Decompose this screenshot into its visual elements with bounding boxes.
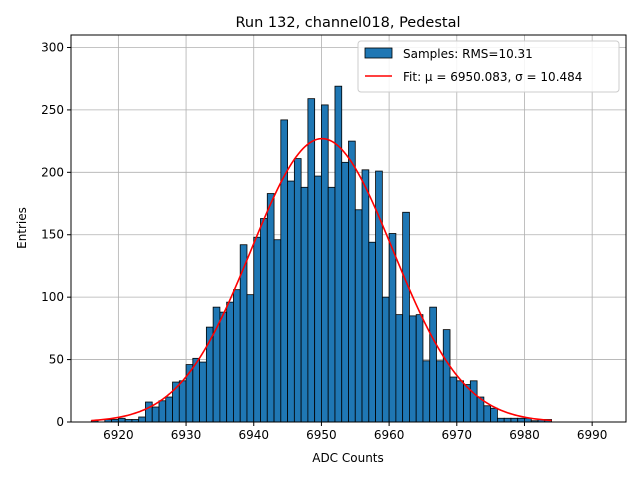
histogram-bar	[409, 315, 417, 423]
histogram-bar	[253, 236, 261, 423]
histogram-bar	[165, 396, 173, 423]
histogram-bar	[375, 170, 383, 423]
legend: Samples: RMS=10.31 Fit: μ = 6950.083, σ …	[357, 40, 620, 93]
histogram-bar	[145, 401, 153, 423]
y-tick-label: 250	[41, 103, 64, 117]
histogram-bar	[273, 239, 282, 423]
histogram-bar	[300, 186, 309, 423]
histogram-bar	[517, 417, 525, 423]
histogram-bar	[402, 211, 410, 423]
histogram-bar	[368, 241, 376, 423]
y-tick-label: 100	[41, 290, 64, 304]
x-tick-label: 6920	[103, 428, 134, 442]
histogram-bar	[503, 417, 512, 423]
histogram-bar	[138, 416, 146, 423]
histogram-bar	[314, 175, 322, 423]
histogram-bar	[233, 289, 241, 423]
histogram-bar	[117, 417, 126, 423]
histogram-bar	[422, 360, 431, 423]
x-tick-label: 6970	[442, 428, 473, 442]
histogram-bar	[490, 407, 498, 423]
plot-frame	[70, 34, 627, 423]
histogram-bar	[280, 119, 288, 423]
histogram-bar	[436, 360, 444, 423]
histogram-bar	[260, 218, 268, 423]
x-axis-ticks: 6920 6930 6940 6950 6960 6970 6980 6990	[103, 422, 607, 442]
y-tick-label: 50	[49, 353, 64, 367]
histogram-bar	[341, 161, 349, 423]
histogram-bar	[246, 294, 255, 423]
histogram-bar	[442, 329, 451, 423]
histogram-bar	[327, 186, 336, 423]
legend-samples-label: Samples: RMS=10.31	[403, 47, 533, 61]
histogram-bar	[293, 158, 302, 423]
histogram-bar	[497, 417, 505, 423]
histogram-bar	[395, 314, 404, 423]
y-axis-ticks: 0 50 100 150 200 250 300	[41, 40, 71, 429]
histogram-bar	[415, 314, 424, 423]
x-tick-label: 6940	[238, 428, 269, 442]
y-tick-label: 300	[41, 40, 64, 54]
x-axis-label: ADC Counts	[312, 451, 384, 465]
histogram-bar	[469, 380, 478, 423]
histogram-bar	[354, 209, 363, 423]
histogram-bar	[449, 376, 458, 423]
gaussian-fit-curve	[91, 137, 552, 422]
histogram-bar	[287, 180, 295, 423]
histogram-bar	[388, 233, 397, 423]
histogram-bar	[266, 193, 275, 423]
legend-box	[357, 40, 620, 93]
histogram-bar	[348, 140, 356, 423]
chart-title: Run 132, channel018, Pedestal	[235, 15, 460, 31]
x-tick-label: 6930	[171, 428, 202, 442]
histogram-bar	[361, 169, 370, 423]
histogram-bar	[226, 301, 234, 423]
histogram-bar	[178, 380, 187, 423]
histogram-bar	[510, 417, 519, 423]
histogram-bar	[219, 311, 228, 423]
y-tick-label: 0	[56, 415, 64, 429]
y-tick-label: 200	[41, 165, 64, 179]
histogram-bar	[429, 306, 437, 423]
histogram-bar	[307, 98, 316, 423]
histogram-bar	[199, 361, 207, 423]
legend-fit-label: Fit: μ = 6950.083, σ = 10.484	[403, 70, 582, 84]
histogram-bar	[381, 296, 390, 423]
histogram-bar	[483, 405, 492, 423]
histogram-bar	[192, 357, 200, 423]
y-tick-label: 150	[41, 228, 64, 242]
histogram-bar	[321, 104, 329, 423]
histogram-bar	[158, 400, 167, 423]
x-tick-label: 6950	[306, 428, 337, 442]
x-tick-label: 6960	[374, 428, 405, 442]
histogram-bar	[456, 380, 464, 423]
histogram-bar	[334, 85, 343, 423]
y-axis-label: Entries	[15, 207, 29, 249]
x-tick-label: 6980	[509, 428, 540, 442]
x-tick-label: 6990	[577, 428, 608, 442]
histogram-bar	[239, 244, 248, 423]
histogram-bar	[151, 406, 160, 423]
legend-samples-swatch	[364, 47, 393, 59]
